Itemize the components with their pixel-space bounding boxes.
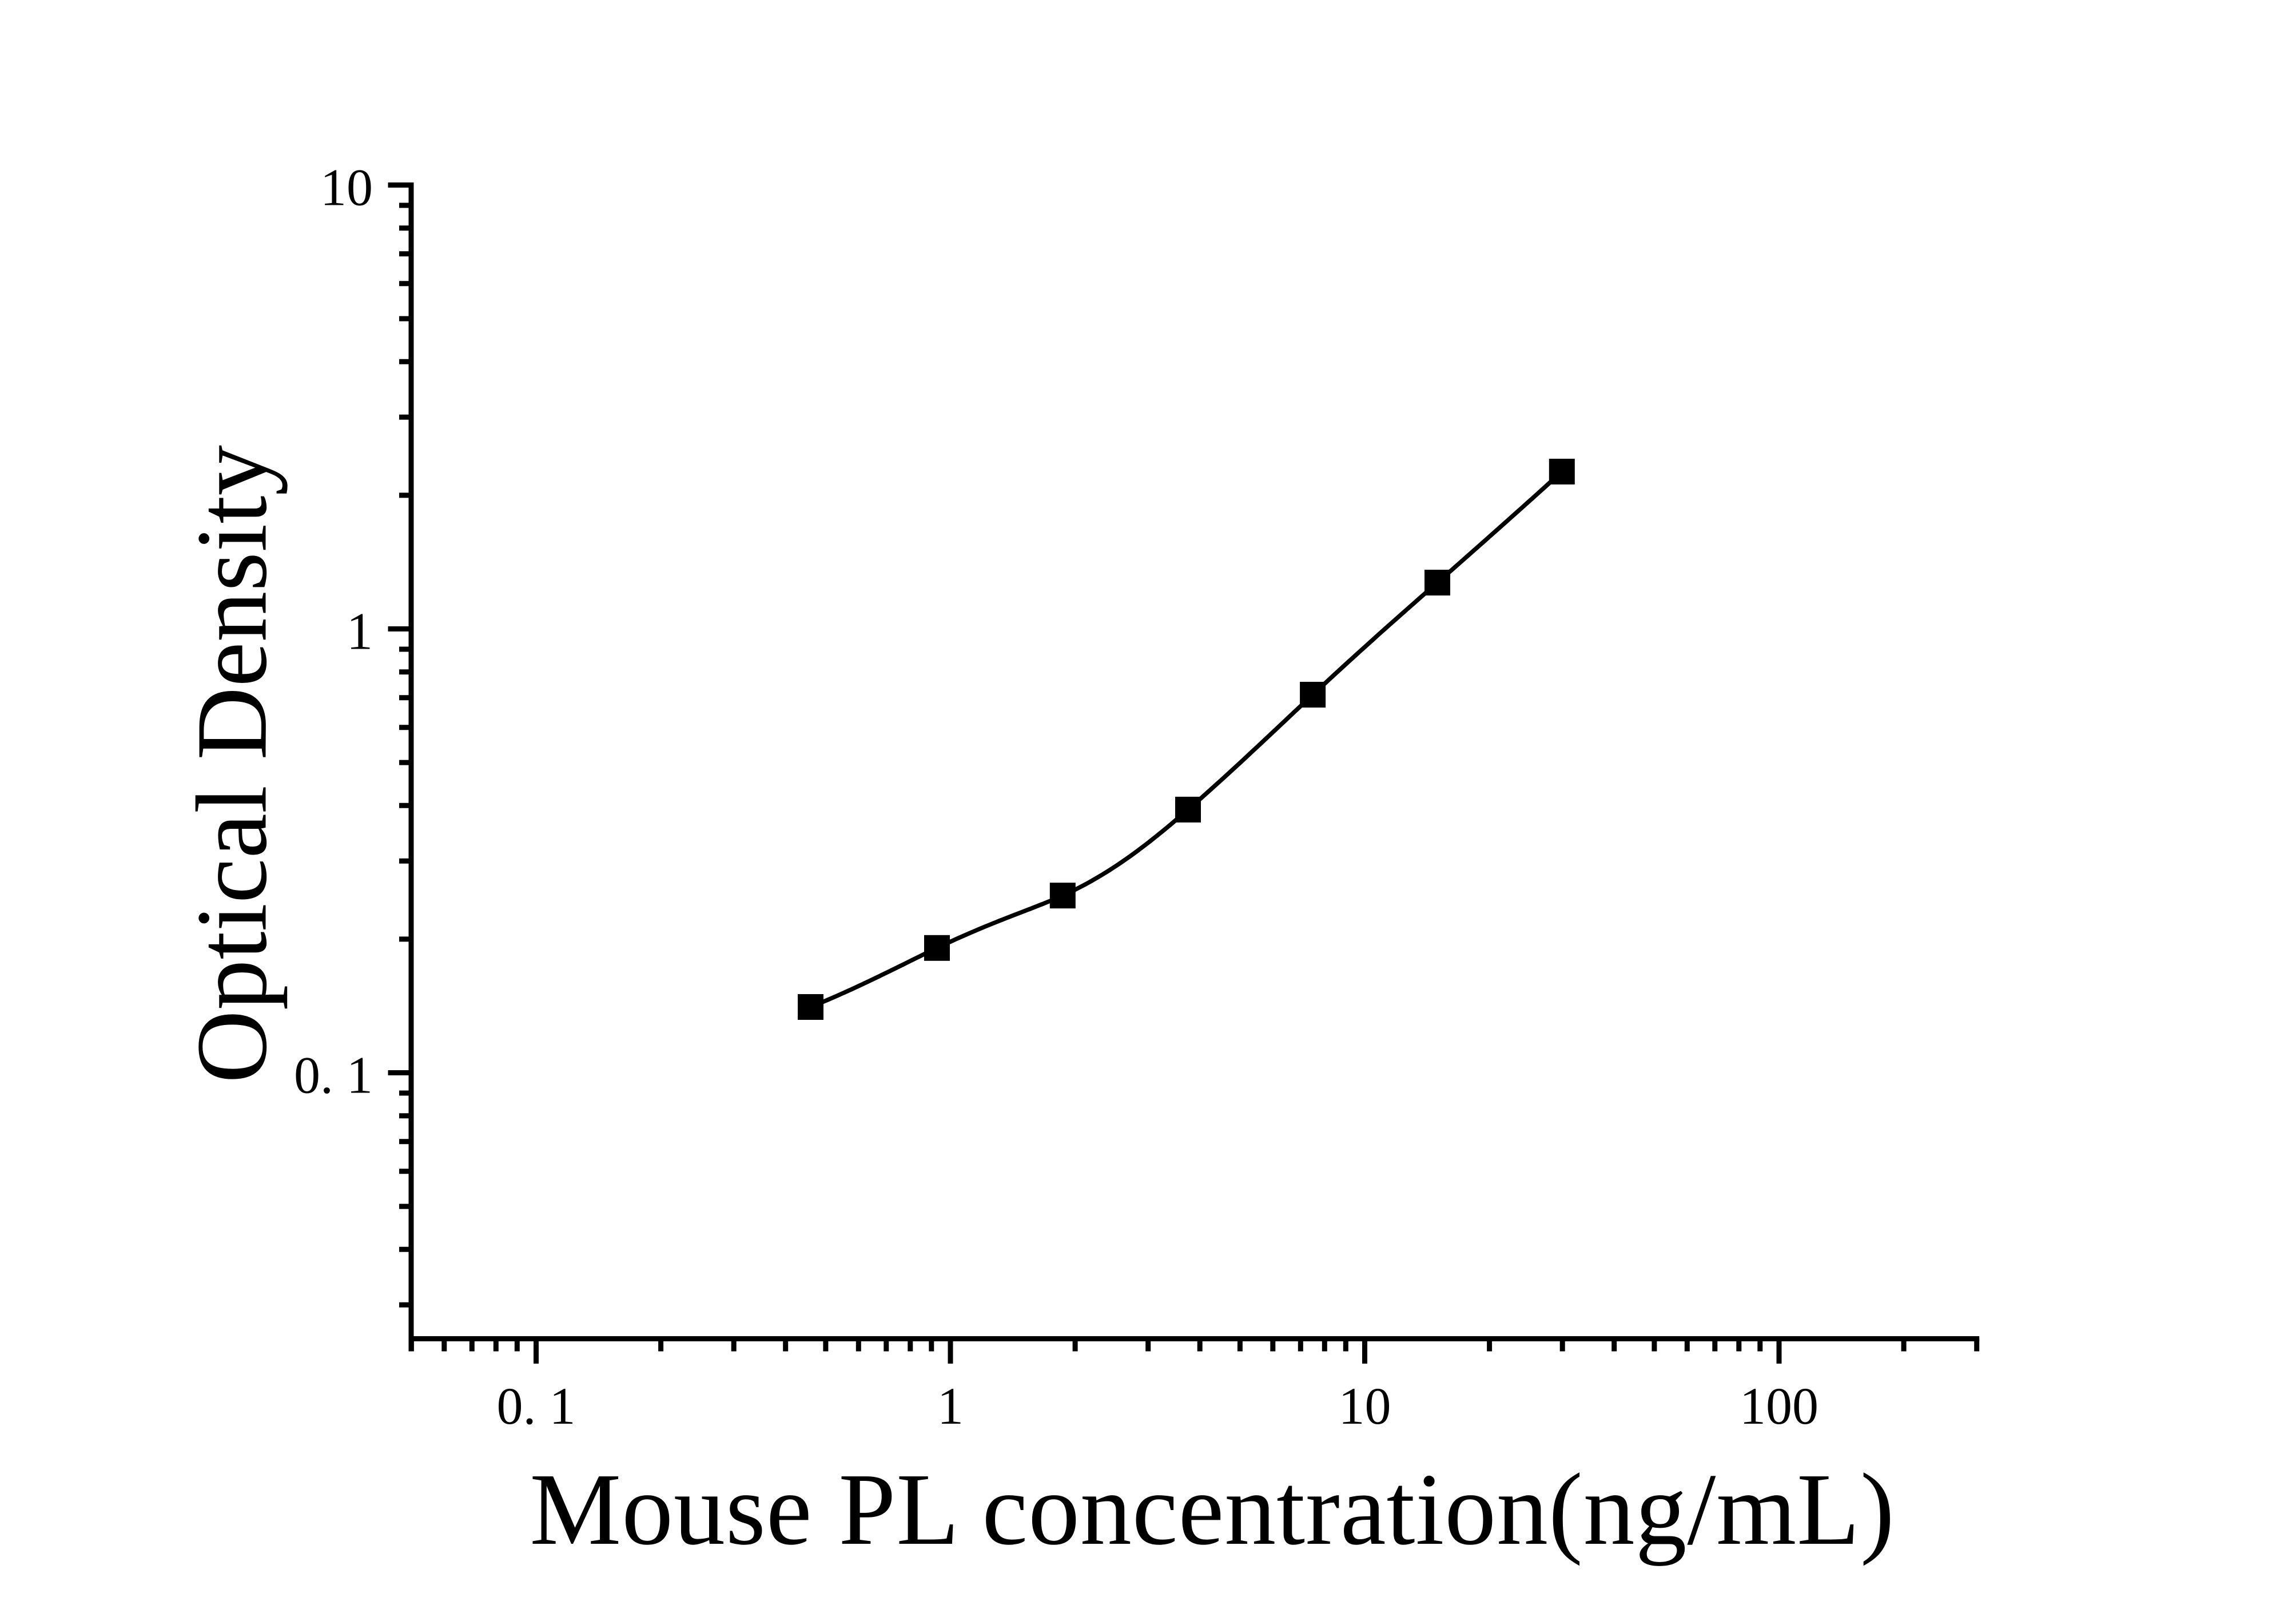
svg-text:10: 10 <box>320 158 373 217</box>
svg-text:1: 1 <box>937 1377 964 1435</box>
svg-text:Mouse PL concentration(ng/mL): Mouse PL concentration(ng/mL) <box>530 1452 1895 1566</box>
svg-text:Optical Density: Optical Density <box>176 445 288 1083</box>
svg-text:10: 10 <box>1339 1377 1391 1435</box>
svg-text:100: 100 <box>1740 1377 1819 1435</box>
svg-text:0. 1: 0. 1 <box>497 1377 576 1435</box>
svg-text:1: 1 <box>347 602 373 661</box>
svg-text:0. 1: 0. 1 <box>294 1046 373 1105</box>
